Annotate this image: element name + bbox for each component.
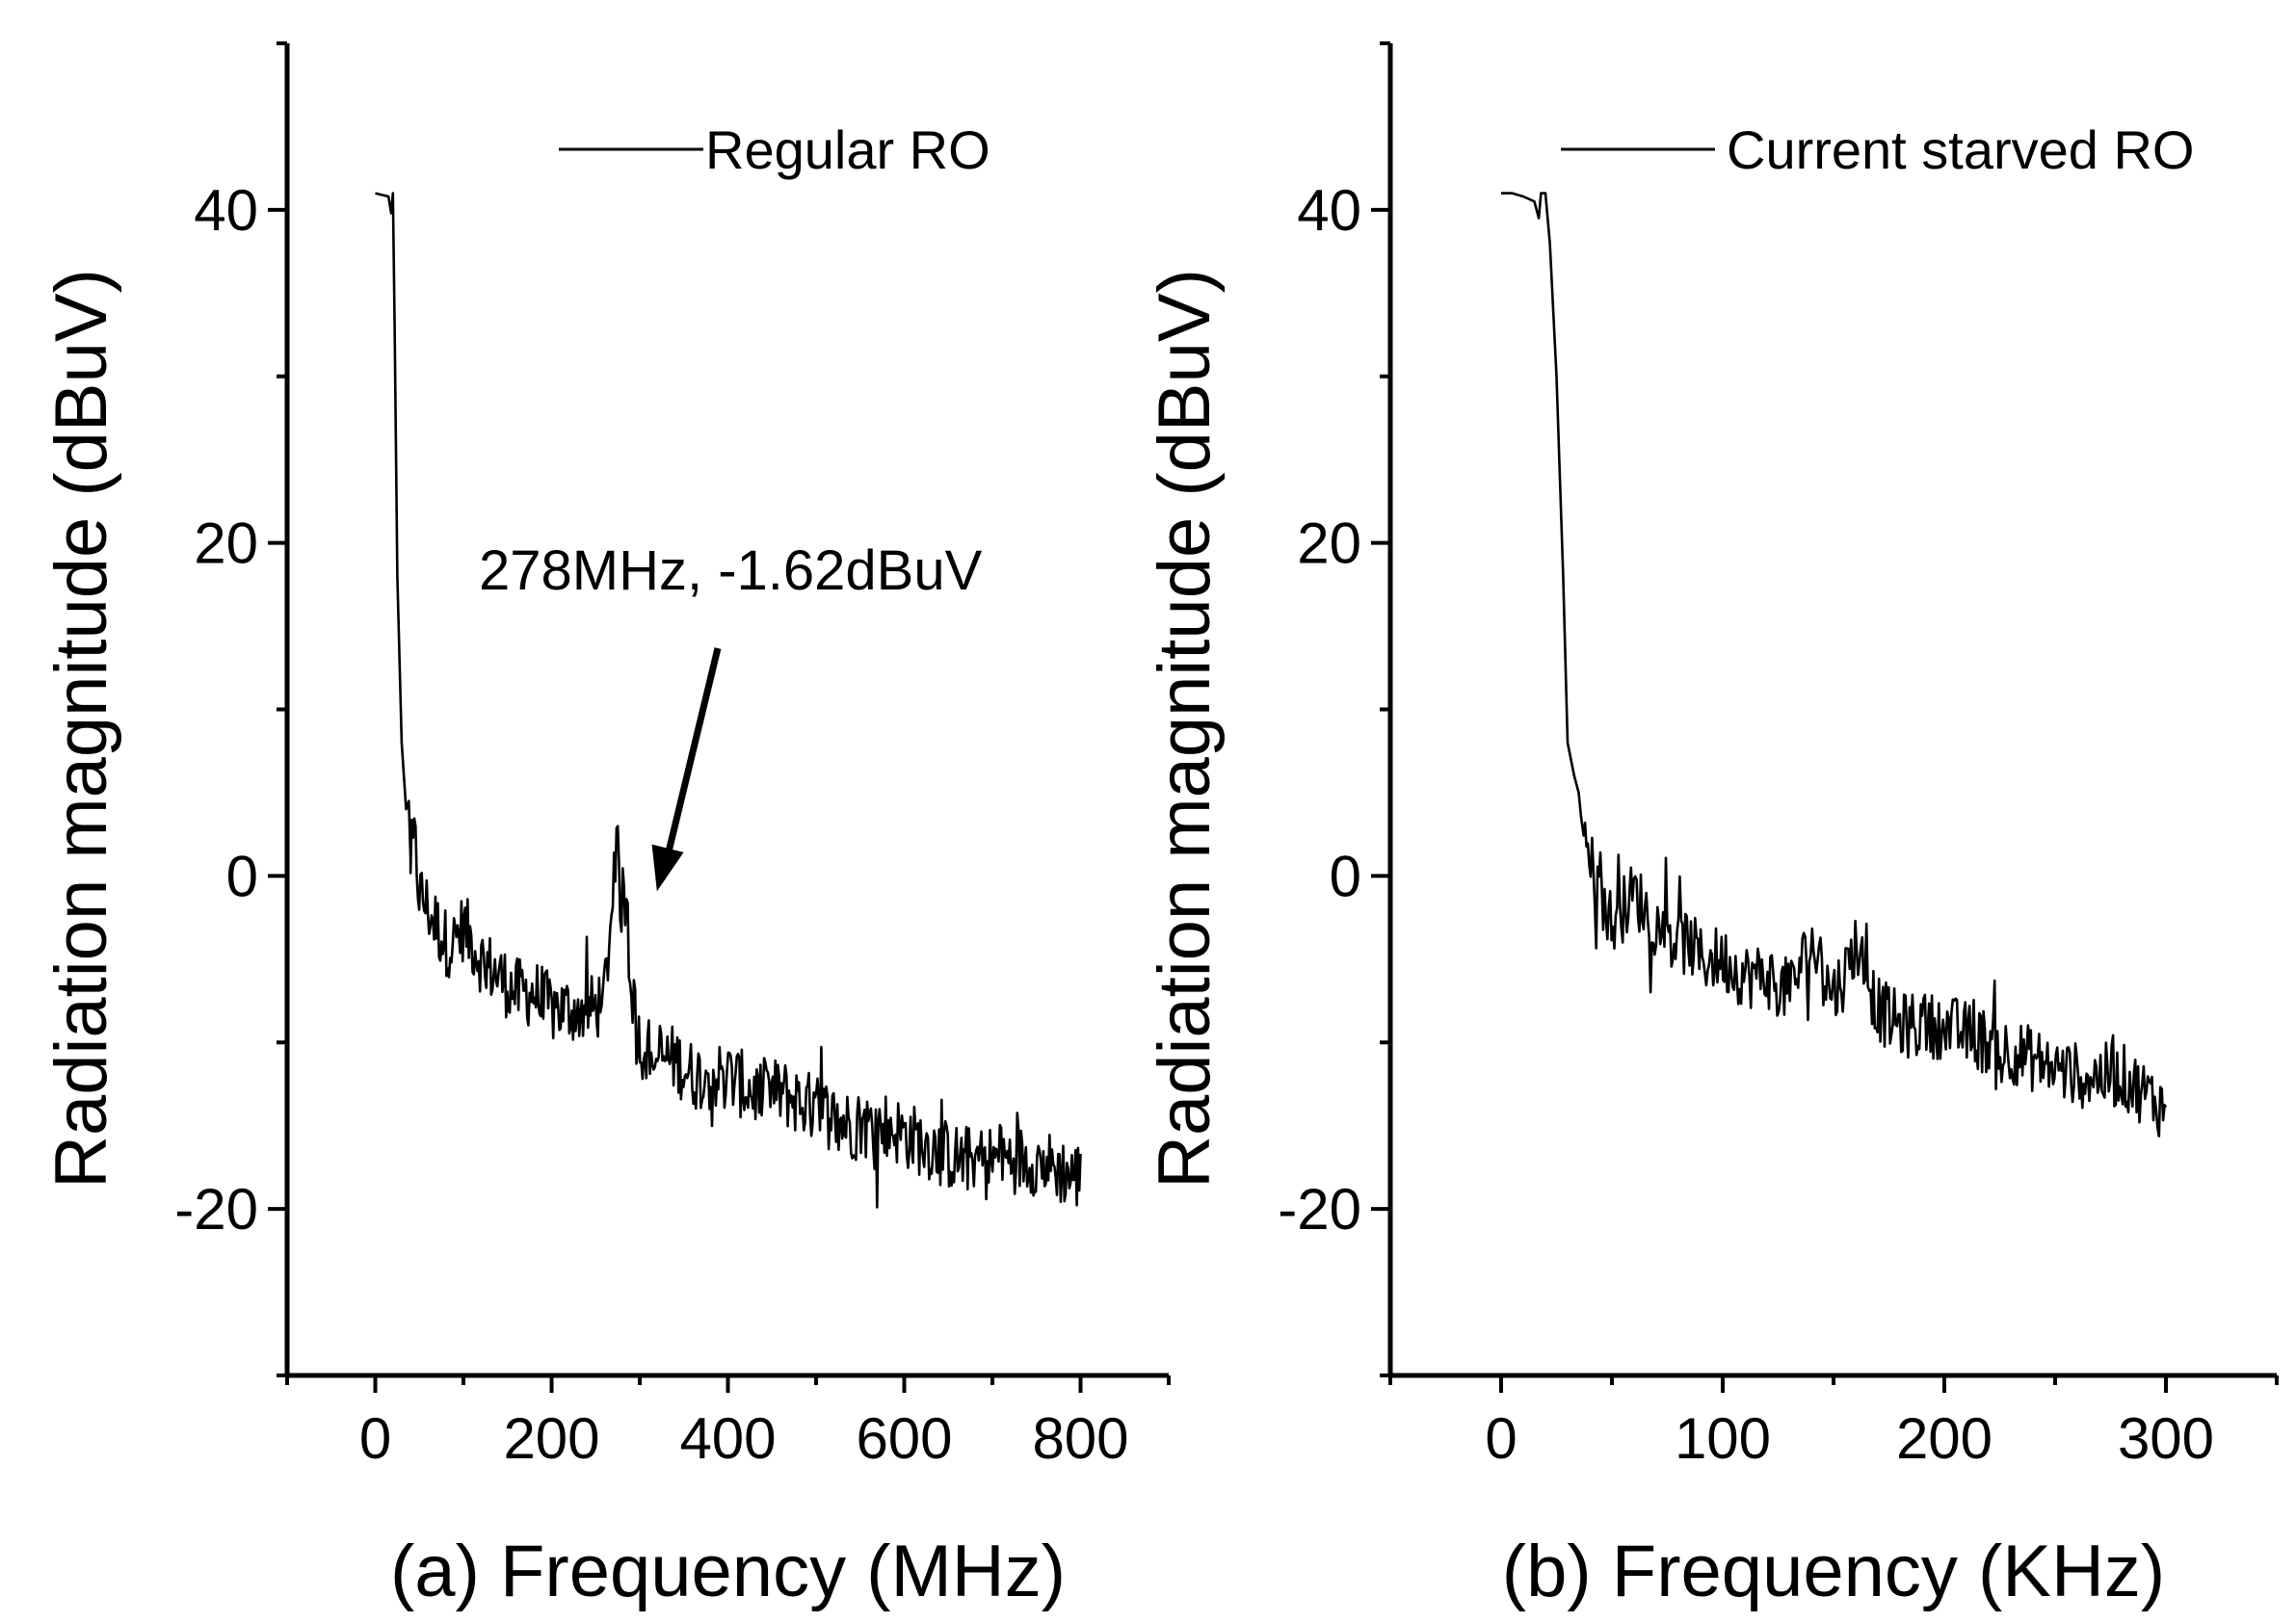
y-axis-label: Radiation magnitude (dBuV)	[1144, 269, 1226, 1189]
series-line	[1501, 192, 2168, 1138]
y-tick-label: 20	[1297, 511, 1361, 576]
y-tick-label: 0	[1330, 844, 1361, 908]
annotation-arrow	[661, 647, 722, 870]
panel-b: 0 100 200 300 -20 0 20 40 (b) Frequency (KHz) Rad…	[1144, 41, 2279, 1612]
legend-label: Regular RO	[705, 119, 990, 180]
series-line	[375, 192, 1082, 1209]
y-tick-label: -20	[174, 1177, 258, 1242]
y-tick-label: 0	[226, 844, 258, 908]
x-tick-label: 800	[1032, 1406, 1128, 1471]
x-axis-label: (b) Frequency (KHz)	[1502, 1531, 2165, 1612]
x-tick-label: 200	[1896, 1406, 1993, 1471]
y-tick-label: 40	[1297, 178, 1361, 243]
x-tick-label: 400	[679, 1406, 776, 1471]
y-tick-label: 40	[194, 178, 258, 243]
x-tick-label: 200	[503, 1406, 599, 1471]
y-tick-label: 20	[194, 511, 258, 576]
x-axis-label: (a) Frequency (MHz)	[390, 1531, 1066, 1612]
y-axis-label: Radiation magnitude (dBuV)	[40, 269, 122, 1189]
x-tick-label: 600	[856, 1406, 952, 1471]
x-tick-label: 0	[359, 1406, 391, 1471]
peak-annotation: 278MHz, -1.62dBuV	[479, 539, 983, 602]
x-tick-label: 100	[1675, 1406, 1771, 1471]
legend-label: Current starved RO	[1727, 119, 2195, 180]
panel-a: 0 200 400 600 800 -20 0 20 40 (a) Frequency (MHz)…	[40, 41, 1171, 1612]
annotation-arrowhead	[651, 844, 684, 892]
x-tick-label: 0	[1485, 1406, 1517, 1471]
x-tick-label: 300	[2118, 1406, 2214, 1471]
y-tick-label: -20	[1278, 1177, 1361, 1242]
